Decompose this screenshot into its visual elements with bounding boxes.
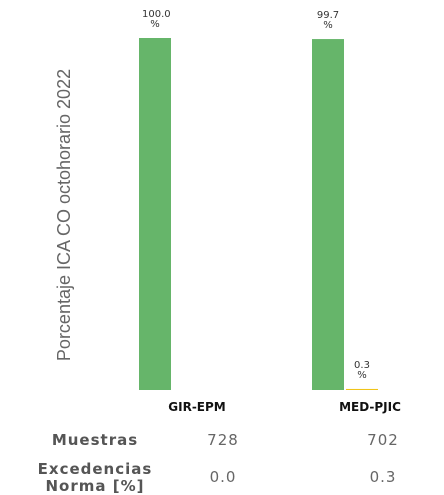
bar [312, 39, 344, 390]
x-tick-label: MED-PJIC [339, 400, 401, 414]
bar [346, 388, 378, 390]
data-label: 0.3 % [354, 359, 370, 381]
table-cell: 702 [367, 431, 399, 449]
bar [139, 38, 171, 390]
table-cell: 0.3 [369, 468, 397, 486]
x-tick-label: GIR-EPM [168, 400, 226, 414]
table-cell: 728 [207, 431, 239, 449]
data-label: 99.7 % [316, 10, 340, 32]
y-axis-label: Porcentaje ICA CO octohorario 2022 [54, 69, 74, 361]
data-label: 100.0 % [142, 9, 171, 30]
row-header: Muestras [51, 431, 139, 449]
table-cell: 0.0 [209, 468, 237, 486]
row-header: Excedencias Norma [%] [37, 460, 153, 495]
